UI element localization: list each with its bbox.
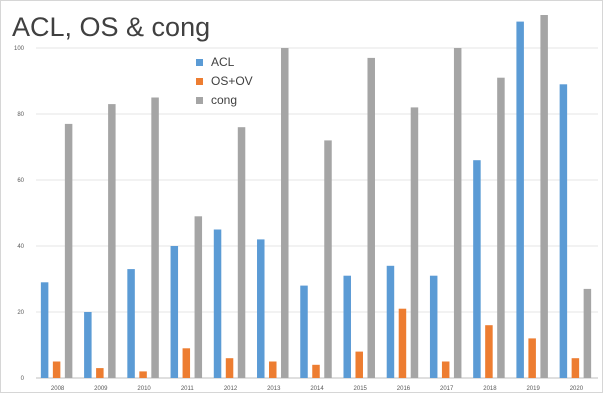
legend-swatch	[196, 77, 203, 85]
bar-acl-2013	[257, 239, 265, 378]
bar-os-ov-2019	[528, 338, 536, 378]
bar-acl-2014	[300, 285, 308, 378]
bar-os-ov-2014	[312, 364, 320, 378]
y-axis-ticks: 0 20 40 60 80 100	[14, 46, 25, 382]
bar-acl-2009	[84, 312, 92, 378]
legend-label: ACL	[211, 55, 235, 69]
bar-acl-2016	[386, 265, 395, 378]
bar-acl-2018	[473, 160, 481, 378]
bar-os-ov-2011	[182, 348, 191, 378]
bar-os-ov-2020	[571, 358, 580, 378]
x-tick-label: 2018	[483, 386, 497, 392]
bar-os-ov-2010	[139, 371, 147, 378]
bar-acl-2015	[343, 275, 351, 378]
x-tick-label: 2013	[267, 386, 281, 392]
x-tick-label: 2020	[570, 386, 584, 392]
bar-cong-2015	[367, 57, 375, 379]
x-tick-label: 2012	[224, 386, 238, 392]
x-tick-label: 2010	[137, 386, 151, 392]
bar-os-ov-2009	[96, 368, 104, 378]
x-tick-label: 2017	[440, 386, 454, 392]
y-tick-label: 0	[21, 376, 25, 382]
bar-cong-2009	[108, 104, 116, 378]
bar-cong-2012	[237, 127, 246, 378]
x-tick-label: 2015	[354, 386, 368, 392]
chart-title: ACL, OS & cong	[12, 12, 211, 42]
x-tick-label: 2009	[94, 386, 108, 392]
bar-cong-2008	[64, 123, 73, 379]
legend-item: cong	[196, 92, 237, 108]
bar-acl-2019	[516, 21, 524, 378]
bar-acl-2017	[429, 275, 438, 378]
y-tick-label: 60	[17, 178, 24, 184]
x-axis-ticks: 2008 2009 2010 2011 2012 2013 2014 2015 2016 2017…	[51, 386, 584, 392]
bar-acl-2020	[559, 84, 568, 379]
bar-cong-2011	[194, 216, 203, 378]
bar-cong-2013	[281, 48, 289, 378]
y-tick-label: 40	[17, 244, 24, 250]
bar-cong-2020	[583, 288, 592, 378]
bar-cong-2016	[410, 107, 419, 379]
bar-os-ov-2013	[269, 361, 277, 378]
bar-acl-2008	[40, 282, 49, 378]
bars	[40, 15, 592, 379]
legend-item: ACL	[196, 54, 234, 70]
bar-os-ov-2017	[441, 361, 450, 378]
bar-os-ov-2008	[52, 361, 61, 378]
bar-os-ov-2018	[485, 325, 493, 378]
y-tick-label: 80	[17, 112, 24, 118]
bar-acl-2011	[170, 246, 179, 378]
bar-cong-2017	[453, 48, 462, 378]
legend-swatch	[196, 58, 203, 66]
legend-label: OS+OV	[211, 74, 253, 88]
bar-os-ov-2016	[398, 308, 407, 378]
legend-label: cong	[211, 93, 238, 107]
bar-cong-2018	[497, 77, 505, 378]
x-tick-label: 2014	[310, 386, 324, 392]
gridlines	[36, 47, 598, 379]
bar-acl-2012	[213, 229, 222, 378]
bar-acl-2010	[127, 269, 135, 378]
legend-swatch	[196, 96, 203, 104]
x-tick-label: 2011	[181, 386, 195, 392]
bar-cong-2010	[151, 97, 159, 378]
x-tick-label: 2019	[526, 386, 540, 392]
x-tick-label: 2016	[397, 386, 411, 392]
bar-os-ov-2012	[225, 358, 234, 378]
bar-cong-2014	[324, 140, 332, 378]
y-tick-label: 20	[17, 310, 24, 316]
x-tick-label: 2008	[51, 386, 65, 392]
bar-cong-2019	[540, 15, 548, 378]
legend-item: OS+OV	[196, 73, 253, 89]
y-tick-label: 100	[14, 46, 25, 52]
bar-os-ov-2015	[355, 351, 363, 378]
